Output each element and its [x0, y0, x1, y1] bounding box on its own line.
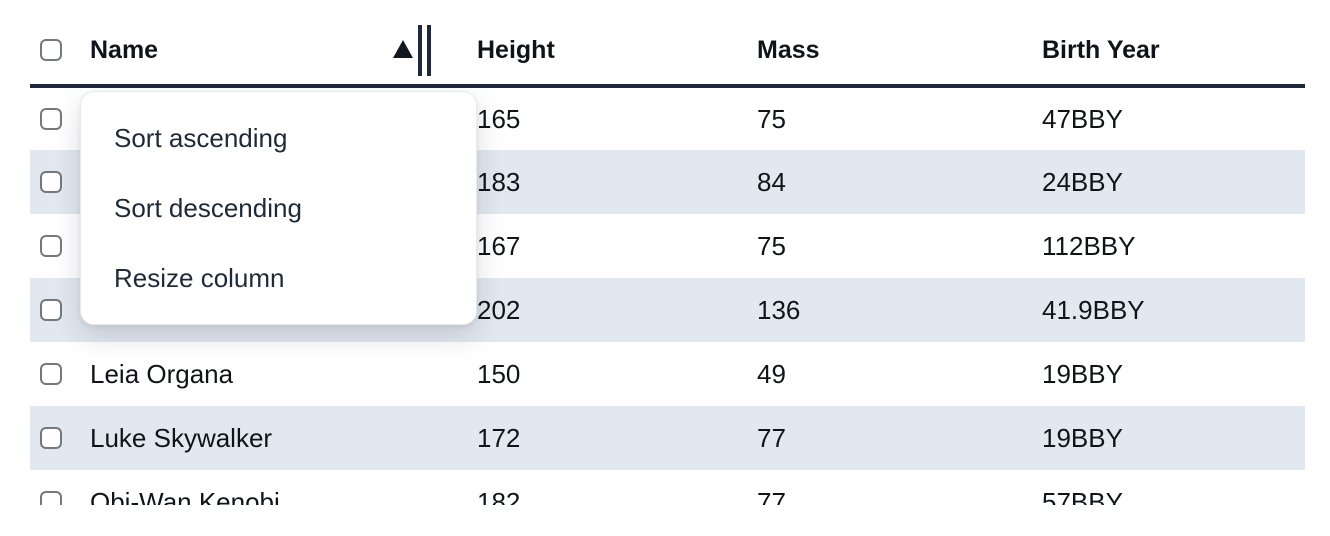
column-resize-handle-icon[interactable]	[418, 25, 431, 76]
row-checkbox[interactable]	[40, 299, 62, 321]
cell-name: Luke Skywalker	[90, 422, 273, 453]
row-checkbox[interactable]	[40, 491, 62, 505]
column-header-mass-label: Mass	[757, 35, 820, 64]
cell-mass: 77	[757, 422, 786, 453]
menu-item-sort-ascending[interactable]: Sort ascending	[114, 122, 288, 153]
cell-height: 165	[477, 103, 521, 134]
cell-name: Leia Organa	[90, 358, 234, 389]
row-select-cell	[30, 278, 90, 342]
table-row: Obi-Wan Kenobi 182 77 57BBY	[30, 470, 1305, 505]
column-header-birth-year[interactable]: Birth Year	[1040, 0, 1305, 88]
column-header-height[interactable]: Height	[475, 0, 755, 88]
cell-mass: 49	[757, 358, 786, 389]
cell-height: 172	[477, 422, 521, 453]
select-all-cell	[30, 0, 90, 88]
table-row: 165 75 47BBY	[30, 86, 1305, 150]
table-row: Leia Organa 150 49 19BBY	[30, 342, 1305, 406]
column-context-menu: Sort ascending Sort descending Resize colu…	[80, 91, 477, 325]
row-select-cell	[30, 86, 90, 150]
row-checkbox[interactable]	[40, 108, 62, 130]
row-select-cell	[30, 470, 90, 505]
cell-mass: 136	[757, 294, 801, 325]
cell-mass: 75	[757, 230, 786, 261]
row-checkbox[interactable]	[40, 235, 62, 257]
column-header-height-label: Height	[477, 35, 555, 64]
select-all-checkbox[interactable]	[40, 39, 62, 61]
cell-height: 202	[477, 294, 521, 325]
cell-birth-year: 112BBY	[1042, 230, 1136, 261]
row-checkbox[interactable]	[40, 427, 62, 449]
cell-mass: 77	[757, 486, 786, 506]
table-row: Luke Skywalker 172 77 19BBY	[30, 406, 1305, 470]
cell-height: 167	[477, 230, 521, 261]
column-header-mass[interactable]: Mass	[755, 0, 1040, 88]
menu-item-resize-column[interactable]: Resize column	[114, 262, 285, 293]
column-header-birth-year-label: Birth Year	[1042, 35, 1160, 64]
cell-birth-year: 19BBY	[1042, 422, 1123, 453]
cell-name: Obi-Wan Kenobi	[90, 486, 280, 506]
table-row: 167 75 112BBY	[30, 214, 1305, 278]
menu-item-sort-descending[interactable]: Sort descending	[114, 192, 302, 223]
column-header-name-label: Name	[90, 35, 159, 64]
row-checkbox[interactable]	[40, 171, 62, 193]
cell-height: 182	[477, 486, 521, 506]
sort-ascending-icon	[393, 40, 413, 58]
cell-mass: 84	[757, 166, 786, 197]
column-header-name[interactable]: Name	[90, 0, 475, 88]
row-select-cell	[30, 406, 90, 470]
cell-mass: 75	[757, 103, 786, 134]
cell-height: 183	[477, 166, 521, 197]
cell-birth-year: 41.9BBY	[1042, 294, 1145, 325]
cell-birth-year: 47BBY	[1042, 103, 1123, 134]
cell-birth-year: 19BBY	[1042, 358, 1123, 389]
cell-birth-year: 57BBY	[1042, 486, 1123, 506]
cell-birth-year: 24BBY	[1042, 166, 1123, 197]
row-select-cell	[30, 342, 90, 406]
header-row: Name Height Mass Birth Year	[30, 0, 1305, 88]
row-checkbox[interactable]	[40, 363, 62, 385]
row-select-cell	[30, 214, 90, 278]
cell-height: 150	[477, 358, 521, 389]
row-select-cell	[30, 150, 90, 214]
